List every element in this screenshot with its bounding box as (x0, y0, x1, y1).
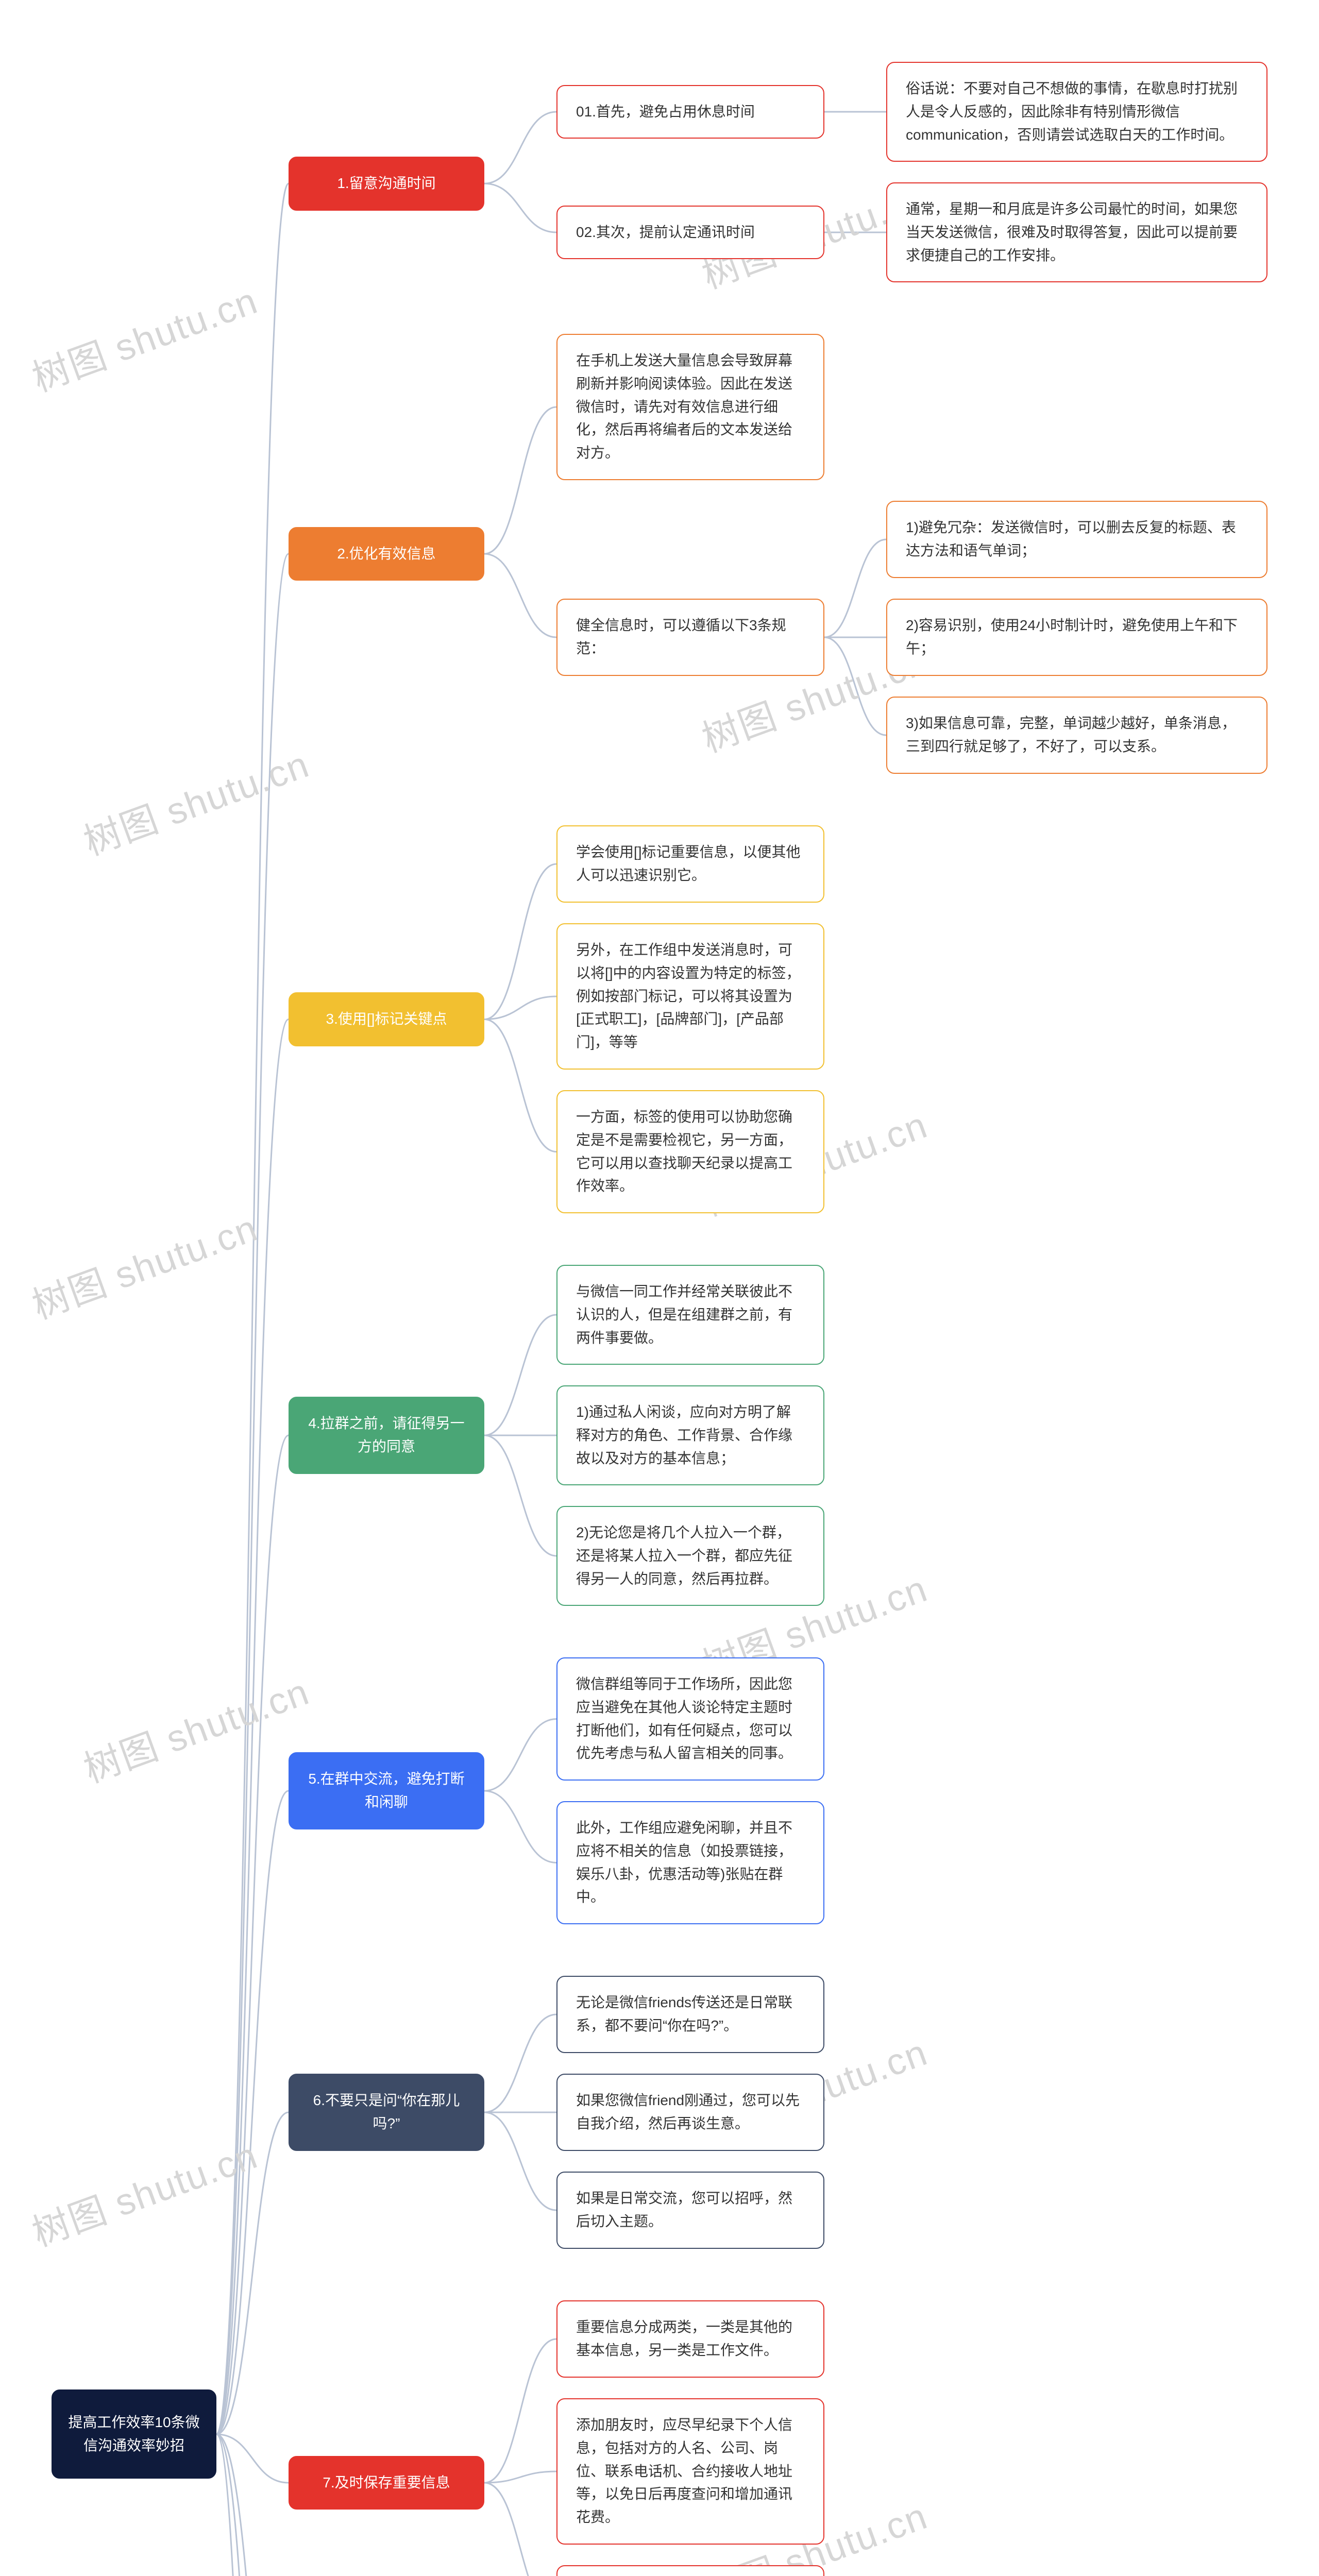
branch-node[interactable]: 2.优化有效信息 (289, 527, 484, 581)
child-node[interactable]: 另外，在工作组中发送消息时，可以将[]中的内容设置为特定的标签，例如按部门标记，… (556, 923, 824, 1070)
child-node[interactable]: 微信群组等同于工作场所，因此您应当避免在其他人谈论特定主题时打断他们，如有任何疑… (556, 1657, 824, 1781)
leaf-node[interactable]: 俗话说：不要对自己不想做的事情，在歇息时打扰别人是令人反感的，因此除非有特别情形… (886, 62, 1267, 162)
child-node[interactable]: 01.首先，避免占用休息时间 (556, 85, 824, 139)
child-node[interactable]: 此外，工作组应避免闲聊，并且不应将不相关的信息（如投票链接，娱乐八卦，优惠活动等… (556, 1801, 824, 1924)
child-node[interactable]: 2)无论您是将几个人拉入一个群，还是将某人拉入一个群，都应先征得另一人的同意，然… (556, 1506, 824, 1606)
watermark: 树图 shutu.cn (24, 270, 264, 402)
watermark: 树图 shutu.cn (75, 734, 315, 866)
child-node[interactable]: 在手机上发送大量信息会导致屏幕刷新并影响阅读体验。因此在发送微信时，请先对有效信… (556, 334, 824, 480)
root-node[interactable]: 提高工作效率10条微信沟通效率妙招 (52, 2389, 216, 2479)
watermark: 树图 shutu.cn (24, 1198, 264, 1329)
leaf-node[interactable]: 1)避免冗杂：发送微信时，可以删去反复的标题、表达方法和语气单词； (886, 501, 1267, 578)
child-node[interactable]: 无论是微信friends传送还是日常联系，都不要问“你在吗?”。 (556, 1976, 824, 2053)
watermark: 树图 shutu.cn (24, 2125, 264, 2257)
branch-node[interactable]: 6.不要只是问“你在那儿吗?” (289, 2074, 484, 2151)
child-node[interactable]: 重要信息分成两类，一类是其他的基本信息，另一类是工作文件。 (556, 2300, 824, 2378)
branch-node[interactable]: 3.使用[]标记关键点 (289, 992, 484, 1046)
branch-node[interactable]: 4.拉群之前，请征得另一方的同意 (289, 1397, 484, 1474)
child-node[interactable]: 学会使用[]标记重要信息，以便其他人可以迅速识别它。 (556, 825, 824, 903)
child-node[interactable]: 与微信一同工作并经常关联彼此不认识的人，但是在组建群之前，有两件事要做。 (556, 1265, 824, 1365)
child-node[interactable]: 1)通过私人闲谈，应向对方明了解释对方的角色、工作背景、合作缘故以及对方的基本信… (556, 1385, 824, 1485)
child-node[interactable]: 健全信息时，可以遵循以下3条规范： (556, 599, 824, 676)
branch-node[interactable]: 5.在群中交流，避免打断和闲聊 (289, 1752, 484, 1829)
watermark: 树图 shutu.cn (75, 1662, 315, 1793)
child-node[interactable]: 添加朋友时，应尽早纪录下个人信息，包括对方的人名、公司、岗位、联系电话机、合约接… (556, 2398, 824, 2545)
leaf-node[interactable]: 3)如果信息可靠，完整，单词越少越好，单条消息，三到四行就足够了，不好了，可以支… (886, 697, 1267, 774)
branch-node[interactable]: 7.及时保存重要信息 (289, 2456, 484, 2510)
leaf-node[interactable]: 2)容易识别，使用24小时制计时，避免使用上午和下午； (886, 599, 1267, 676)
leaf-node[interactable]: 通常，星期一和月底是许多公司最忙的时间，如果您当天发送微信，很难及时取得答复，因… (886, 182, 1267, 282)
branch-node[interactable]: 1.留意沟通时间 (289, 157, 484, 211)
mindmap-canvas: 树图 shutu.cn 树图 shutu.cn 树图 shutu.cn 树图 shut… (0, 0, 1319, 2576)
child-node[interactable]: 如果您微信friend刚通过，您可以先自我介绍，然后再谈生意。 (556, 2074, 824, 2151)
child-node[interactable]: 一方面，标签的使用可以协助您确定是不是需要检视它，另一方面，它可以用以查找聊天纪… (556, 1090, 824, 1213)
child-node[interactable]: 如果是日常交流，您可以招呼，然后切入主题。 (556, 2172, 824, 2249)
child-node[interactable]: 微信上接到的工作文件应及时下载并备份到电脑或云盘中，以预防丢失。 (556, 2565, 824, 2576)
child-node[interactable]: 02.其次，提前认定通讯时间 (556, 206, 824, 260)
